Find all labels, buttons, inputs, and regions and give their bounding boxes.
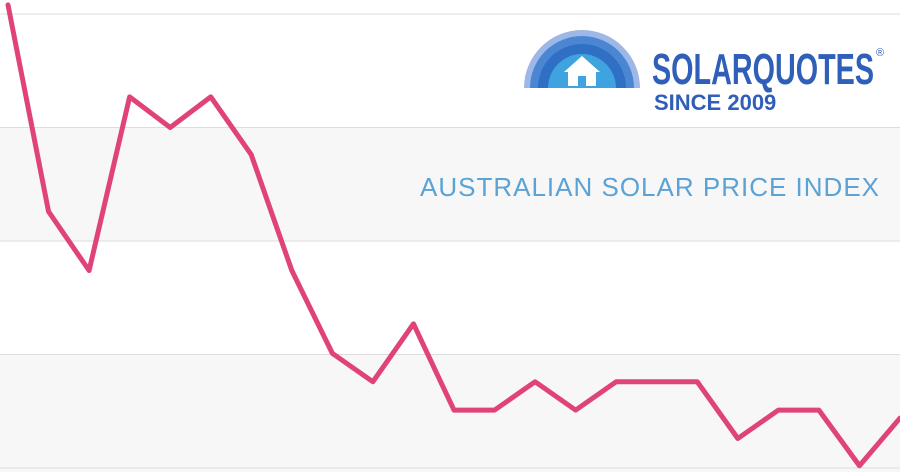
logo-mark: ®	[876, 47, 884, 59]
grid-band	[0, 127, 900, 241]
logo-tagline: SINCE 2009	[654, 90, 776, 115]
chart-title: AUSTRALIAN SOLAR PRICE INDEX	[420, 172, 880, 202]
logo-name: SOLARQUOTES	[652, 45, 874, 94]
grid-band	[0, 355, 900, 472]
plot	[5, 2, 900, 469]
logo: SOLARQUOTES ® SINCE 2009	[524, 30, 884, 115]
logo-house	[564, 56, 600, 86]
grid	[0, 13, 900, 469]
logo-door	[578, 76, 586, 86]
line	[5, 2, 900, 469]
